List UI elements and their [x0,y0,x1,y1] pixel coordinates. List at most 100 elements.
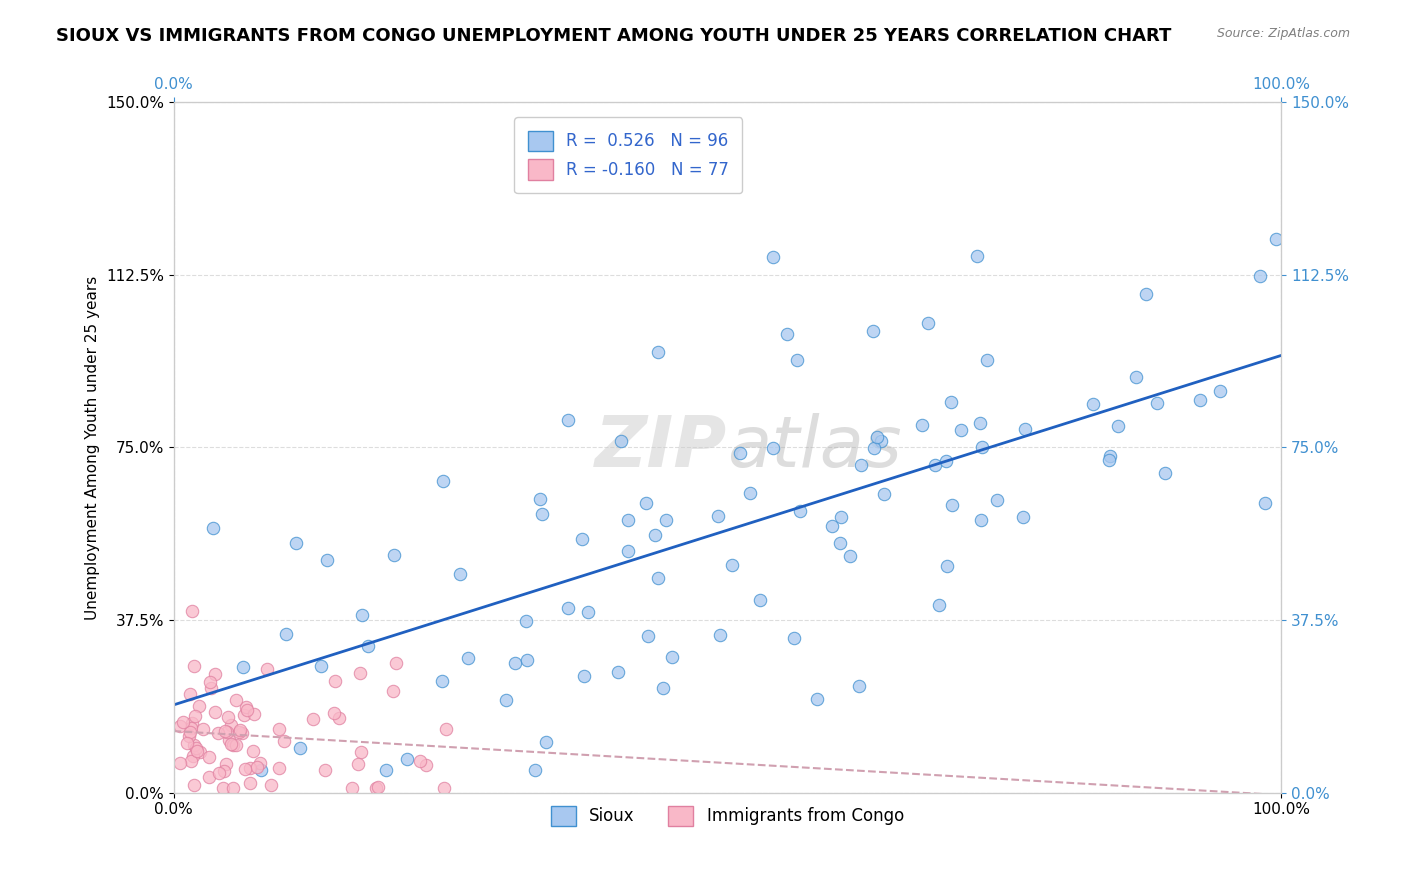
Point [256,661,278,675]
Point [655,513,678,527]
Point [806,691,828,706]
Point [789,504,811,518]
Point [260,778,283,792]
Point [969,416,991,430]
Point [873,486,896,500]
Point [212,780,235,795]
Point [180,722,202,736]
Point [709,628,731,642]
Point [966,248,988,262]
Point [169,756,191,771]
Point [1081,397,1104,411]
Point [219,717,242,731]
Point [350,745,373,759]
Point [1188,393,1211,408]
Point [617,544,640,558]
Point [349,665,371,680]
Point [204,705,226,719]
Point [181,749,204,764]
Point [976,352,998,367]
Point [180,604,202,618]
Point [347,757,370,772]
Point [529,492,551,507]
Point [647,571,669,585]
Point [939,395,962,409]
Legend: Sioux, Immigrants from Congo: Sioux, Immigrants from Congo [544,799,911,832]
Point [849,458,872,472]
Point [288,740,311,755]
Point [610,434,633,448]
Point [179,724,201,739]
Point [236,703,259,717]
Point [232,660,254,674]
Point [432,474,454,488]
Point [652,681,675,695]
Point [375,763,398,777]
Point [720,558,742,572]
Point [616,513,638,527]
Point [869,434,891,449]
Point [911,417,934,432]
Point [1209,384,1232,398]
Point [415,758,437,772]
Point [434,722,457,736]
Point [215,724,238,739]
Point [941,499,963,513]
Point [1146,395,1168,409]
Point [385,656,408,670]
Point [225,738,247,752]
Point [449,566,471,581]
Point [219,737,242,751]
Point [917,316,939,330]
Point [328,711,350,725]
Point [191,722,214,736]
Point [239,761,262,775]
Point [183,709,205,723]
Point [228,725,250,739]
Point [381,683,404,698]
Point [273,733,295,747]
Point [1012,509,1035,524]
Point [274,626,297,640]
Point [1265,232,1288,246]
Text: Source: ZipAtlas.com: Source: ZipAtlas.com [1216,27,1350,40]
Point [748,593,770,607]
Point [233,763,256,777]
Point [214,723,236,738]
Point [231,726,253,740]
Point [1125,370,1147,384]
Point [239,775,262,789]
Point [188,698,211,713]
Point [924,458,946,472]
Point [242,744,264,758]
Point [776,326,799,341]
Point [661,649,683,664]
Point [367,780,389,794]
Point [218,732,240,747]
Point [409,754,432,768]
Point [215,757,238,772]
Point [235,699,257,714]
Point [228,723,250,737]
Point [828,535,851,549]
Text: ZIP: ZIP [595,413,727,482]
Point [180,754,202,768]
Point [222,738,245,752]
Point [935,558,957,573]
Point [183,778,205,792]
Point [364,780,387,795]
Point [495,693,517,707]
Point [986,493,1008,508]
Point [179,687,201,701]
Point [184,741,207,756]
Point [382,548,405,562]
Point [821,519,844,533]
Point [706,509,728,524]
Point [557,601,579,615]
Point [350,607,373,622]
Point [928,598,950,612]
Text: atlas: atlas [727,413,903,482]
Point [935,453,957,467]
Point [200,681,222,695]
Point [207,726,229,740]
